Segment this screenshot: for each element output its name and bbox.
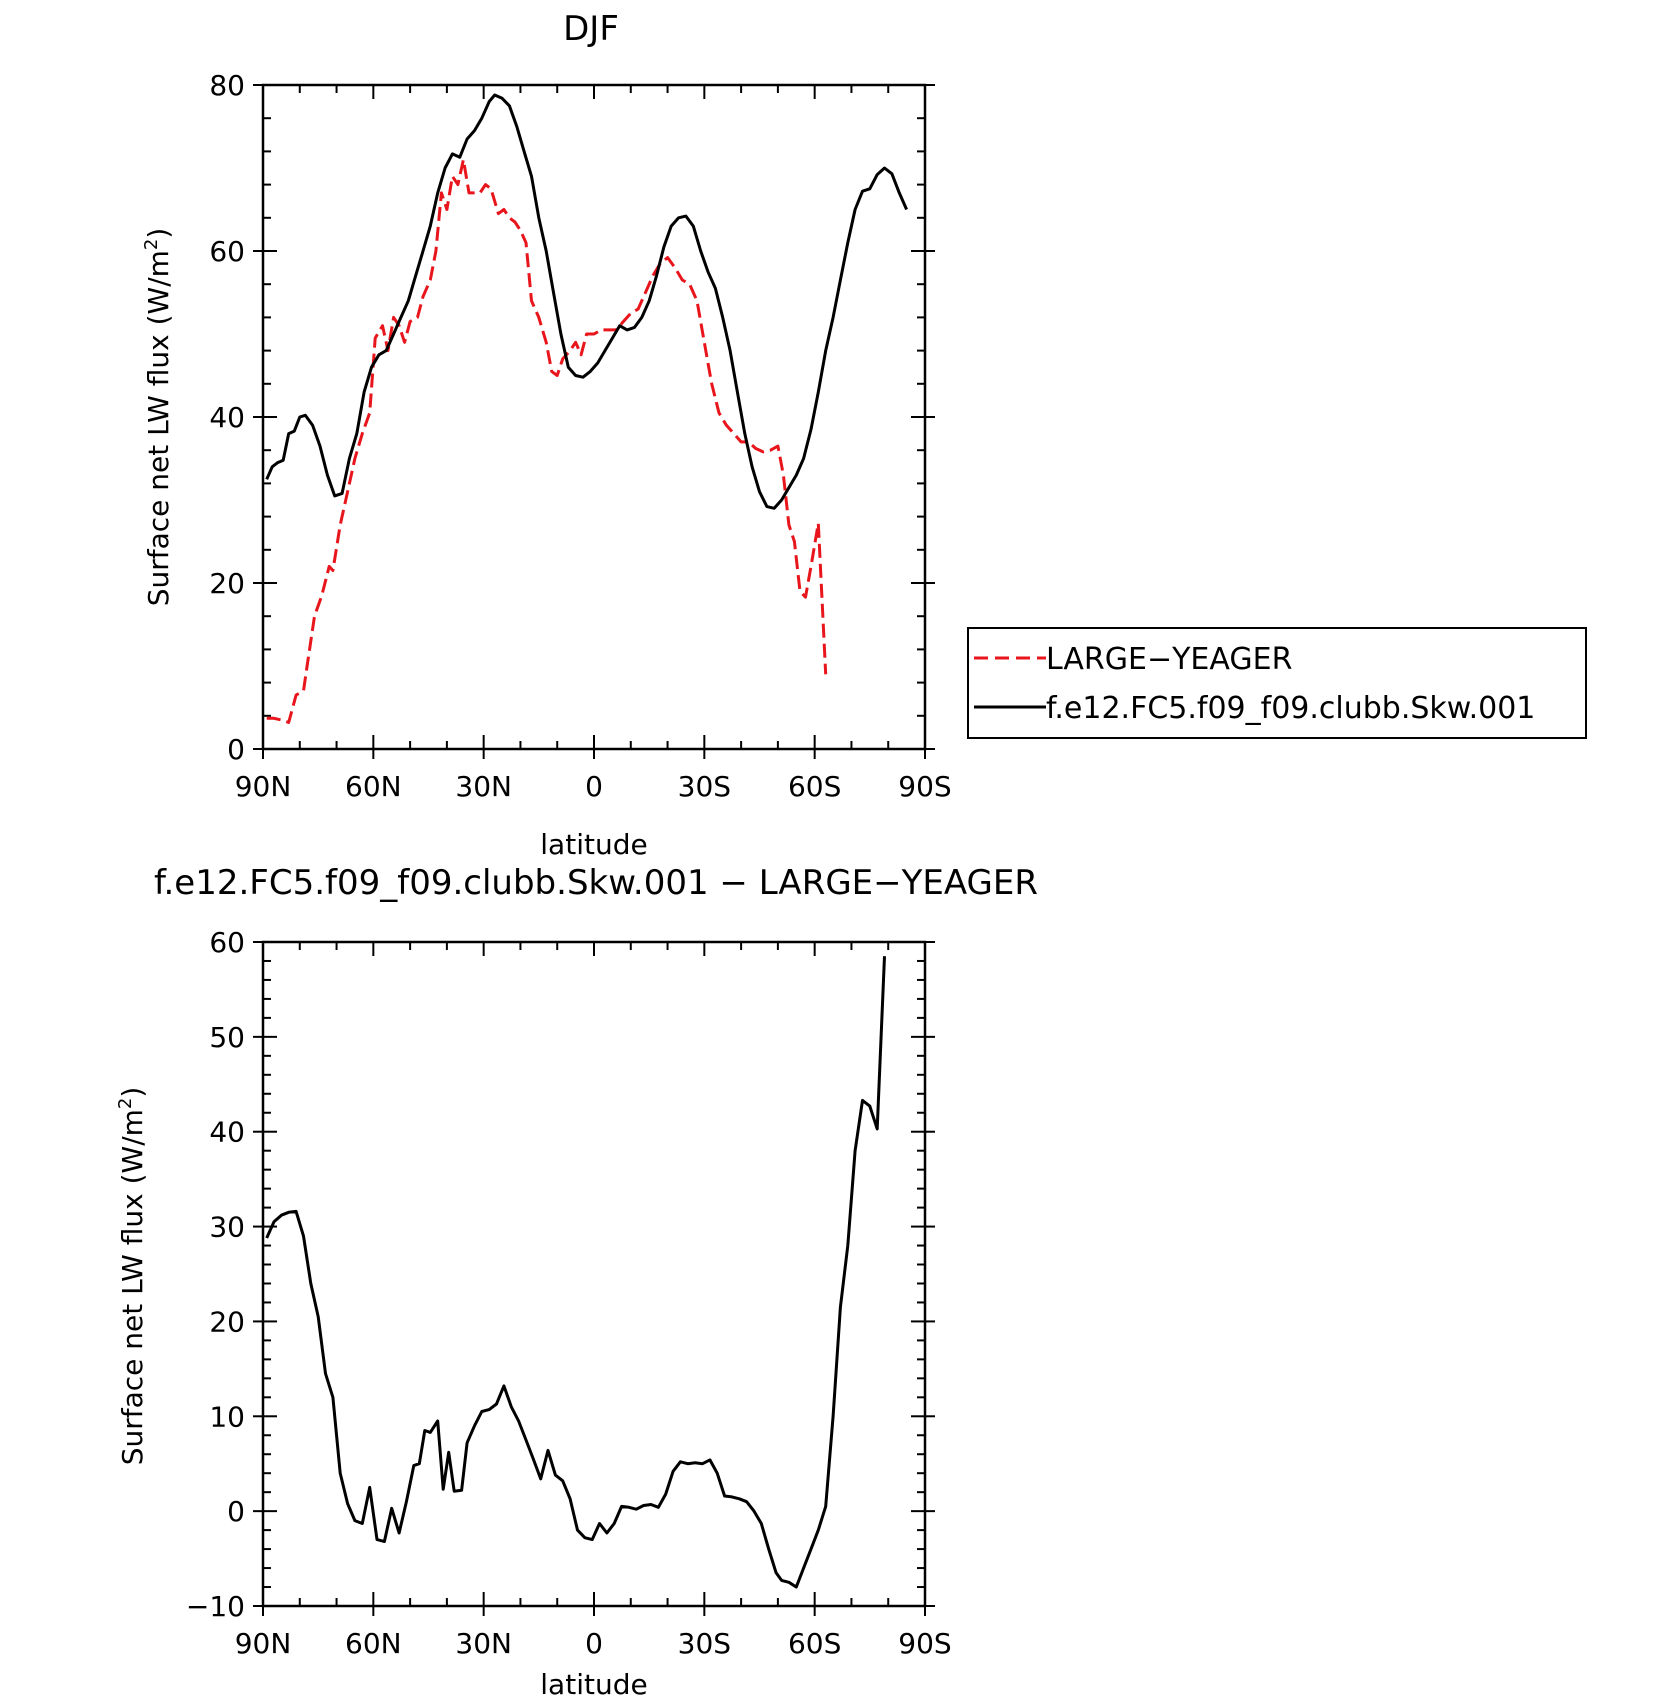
top-series-line-0 — [266, 158, 828, 724]
bottom-y-axis-label-main: Surface net LW flux (W/m — [116, 1109, 149, 1465]
bottom-y-tick-label: 30 — [209, 1211, 245, 1244]
bottom-y-tick-label: 50 — [209, 1021, 245, 1054]
top-x-tick-label: 60N — [345, 770, 402, 803]
legend: LARGE−YEAGER f.e12.FC5.f09_f09.clubb.Skw… — [967, 627, 1587, 739]
top-axis-ticks: 90N 60N 30N 0 30S 60S 90S 0 20 40 60 80 — [209, 69, 951, 803]
bottom-series-group — [265, 956, 886, 1589]
bottom-chart-title: f.e12.FC5.f09_f09.clubb.Skw.001 − LARGE−… — [154, 863, 1038, 903]
top-y-axis-label-sup: 2 — [141, 239, 162, 250]
bottom-x-tick-label: 90S — [898, 1627, 951, 1660]
top-y-axis-label-main: Surface net LW flux (W/m — [142, 250, 175, 606]
top-x-axis-label: latitude — [540, 828, 647, 861]
top-y-tick-label: 40 — [209, 401, 245, 434]
bottom-axis-ticks: 90N 60N 30N 0 30S 60S 90S −10 0 10 20 30 40 50 60 — [186, 926, 952, 1660]
bottom-x-tick-label: 30S — [678, 1627, 731, 1660]
bottom-y-tick-label: 40 — [209, 1116, 245, 1149]
bottom-series-line-0 — [265, 956, 886, 1589]
bottom-x-tick-label: 60S — [788, 1627, 841, 1660]
top-x-tick-label: 0 — [585, 770, 603, 803]
top-series-group — [265, 93, 908, 724]
legend-label-clubb-skw: f.e12.FC5.f09_f09.clubb.Skw.001 — [1046, 691, 1535, 726]
top-panel: DJF 90N 60N 30N 0 30S 60S 90S 0 20 40 60 80 latitud… — [141, 9, 952, 861]
bottom-y-tick-label: 0 — [227, 1495, 245, 1528]
bottom-panel: f.e12.FC5.f09_f09.clubb.Skw.001 − LARGE−… — [115, 863, 1038, 1701]
top-x-tick-label: 90S — [898, 770, 951, 803]
legend-label-large-yeager: LARGE−YEAGER — [1046, 642, 1292, 677]
bottom-y-tick-label: 10 — [209, 1400, 245, 1433]
bottom-x-tick-label: 60N — [345, 1627, 402, 1660]
top-x-tick-label: 60S — [788, 770, 841, 803]
bottom-y-tick-label: 60 — [209, 926, 245, 959]
bottom-x-axis-label: latitude — [540, 1668, 647, 1701]
top-x-tick-label: 90N — [235, 770, 292, 803]
top-y-tick-label: 80 — [209, 69, 245, 102]
legend-box — [967, 627, 1587, 739]
top-chart-title: DJF — [563, 9, 619, 49]
top-x-tick-label: 30N — [455, 770, 512, 803]
top-x-tick-label: 30S — [678, 770, 731, 803]
bottom-x-tick-label: 0 — [585, 1627, 603, 1660]
bottom-y-tick-label: 20 — [209, 1305, 245, 1338]
bottom-y-axis-label-sup: 2 — [115, 1098, 136, 1109]
top-y-tick-label: 0 — [227, 733, 245, 766]
bottom-y-axis-label-end: ) — [116, 1087, 149, 1098]
top-y-axis-label: Surface net LW flux (W/m2) — [141, 228, 175, 607]
top-y-axis-label-end: ) — [142, 228, 175, 239]
bottom-x-tick-label: 90N — [235, 1627, 292, 1660]
bottom-y-axis-label: Surface net LW flux (W/m2) — [115, 1087, 149, 1466]
bottom-x-tick-label: 30N — [455, 1627, 512, 1660]
bottom-y-tick-label: −10 — [186, 1590, 245, 1623]
top-y-tick-label: 20 — [209, 567, 245, 600]
top-series-line-1 — [265, 93, 908, 510]
top-y-tick-label: 60 — [209, 235, 245, 268]
